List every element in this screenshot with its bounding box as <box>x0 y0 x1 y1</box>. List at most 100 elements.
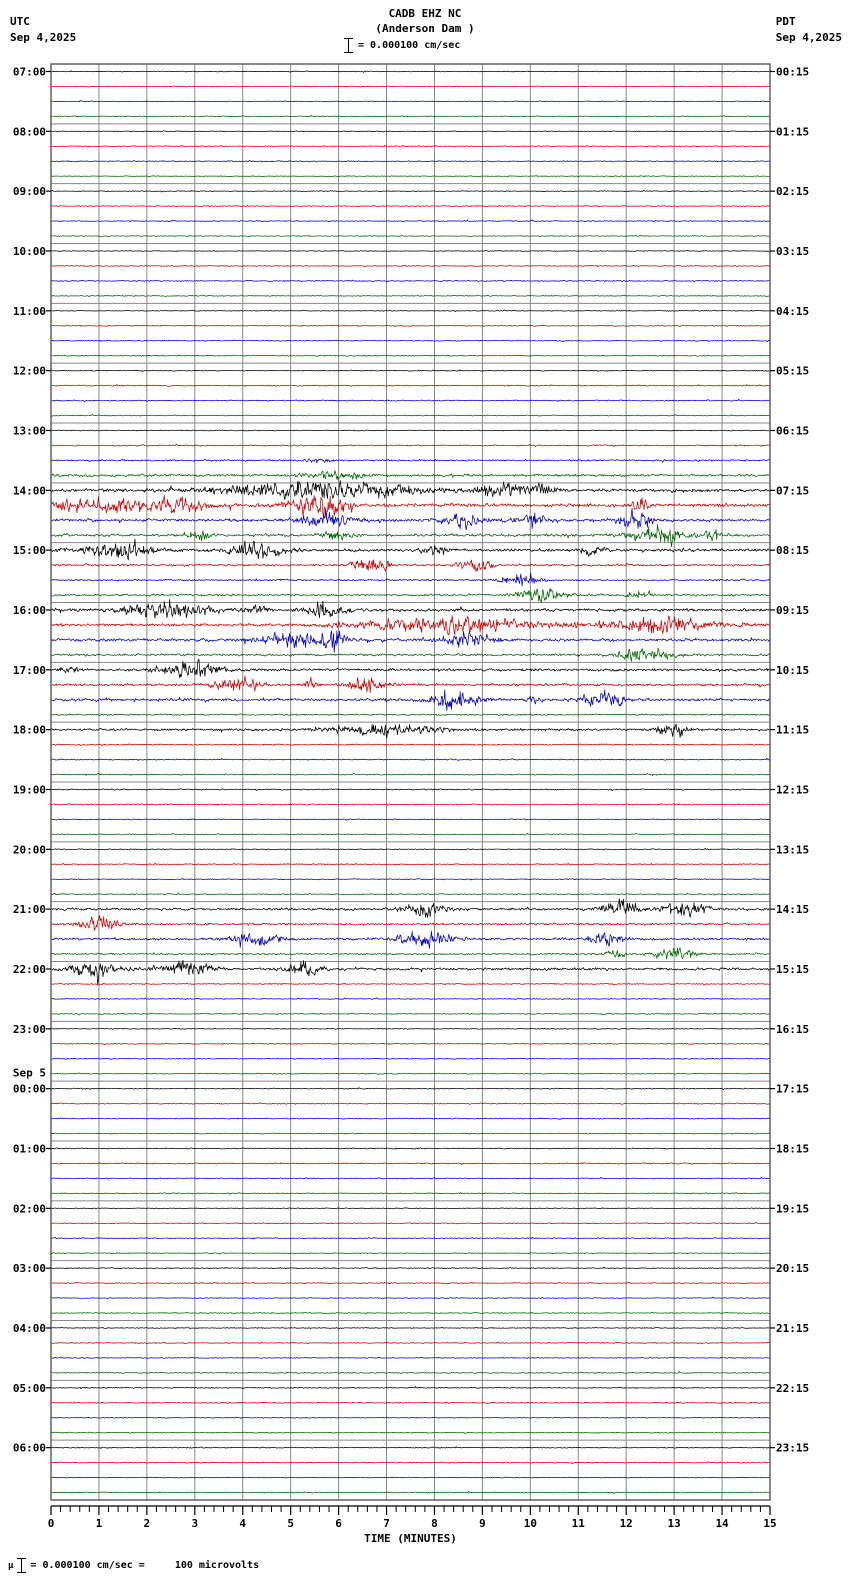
hour-label-utc: 23:00 <box>13 1023 46 1036</box>
seismic-trace <box>50 1132 771 1135</box>
seismic-trace <box>50 294 771 297</box>
seismic-trace <box>50 713 771 716</box>
seismic-trace <box>50 599 771 619</box>
hour-label-utc: 05:00 <box>13 1382 46 1395</box>
seismic-trace <box>50 205 771 208</box>
hour-label-utc: 17:00 <box>13 664 46 677</box>
seismic-trace <box>50 847 771 851</box>
seismic-trace <box>50 675 771 694</box>
hour-label-pdt: 01:15 <box>776 125 809 138</box>
amplitude-scale-legend: = 0.000100 cm/sec <box>344 38 460 53</box>
hour-label-utc: 18:00 <box>13 724 46 737</box>
seismic-trace <box>50 1446 771 1449</box>
seismic-trace <box>50 234 771 237</box>
seismic-trace <box>50 898 771 918</box>
seismic-trace <box>50 100 771 103</box>
seismic-trace <box>50 1236 771 1240</box>
seismic-trace <box>50 480 771 501</box>
seismic-trace <box>50 818 771 821</box>
pdt-header: PDT Sep 4,2025 <box>776 14 842 46</box>
seismic-trace <box>50 398 771 403</box>
hour-label-utc: 12:00 <box>13 365 46 378</box>
seismic-trace <box>50 1027 771 1031</box>
hour-label-utc: 03:00 <box>13 1262 46 1275</box>
seismic-trace <box>50 458 771 464</box>
seismic-trace <box>50 1296 771 1299</box>
hour-label-pdt: 02:15 <box>776 185 809 198</box>
hour-label-pdt: 23:15 <box>776 1442 809 1455</box>
seismic-trace <box>50 1431 771 1434</box>
seismic-trace <box>50 429 771 432</box>
hour-label-pdt: 00:15 <box>776 65 809 78</box>
seismic-trace <box>50 1416 771 1419</box>
seismic-trace <box>50 997 771 1001</box>
seismic-trace <box>50 354 771 357</box>
seismic-trace <box>50 114 771 118</box>
hour-label-utc: 09:00 <box>13 185 46 198</box>
hour-label-pdt: 08:15 <box>776 544 809 557</box>
seismic-trace <box>50 1476 771 1479</box>
hour-label-utc: 22:00 <box>13 963 46 976</box>
seismic-trace <box>50 175 771 178</box>
seismic-trace <box>50 309 771 313</box>
x-axis-tick-label: 10 <box>524 1517 537 1530</box>
micro-symbol: μ <box>8 1560 14 1571</box>
seismic-trace <box>50 757 771 761</box>
x-axis-tick-label: 2 <box>144 1517 151 1530</box>
seismic-trace <box>50 1162 771 1165</box>
station-header: CADB EHZ NC (Anderson Dam ) <box>0 6 850 36</box>
hour-label-pdt: 16:15 <box>776 1023 809 1036</box>
seismic-trace <box>50 1401 771 1405</box>
seismic-trace <box>50 414 771 417</box>
seismic-trace <box>50 647 771 662</box>
seismic-trace <box>50 70 771 73</box>
seismic-trace <box>50 892 771 896</box>
seismic-trace <box>50 1311 771 1315</box>
hour-label-pdt: 05:15 <box>776 365 809 378</box>
utc-label: UTC <box>10 15 30 28</box>
seismic-trace <box>50 930 771 949</box>
hour-label-pdt: 19:15 <box>776 1202 809 1215</box>
seismic-trace <box>50 1191 771 1195</box>
hour-label-utc: 13:00 <box>13 424 46 437</box>
footer-scale-left: = 0.000100 cm/sec = <box>30 1560 145 1571</box>
hour-label-utc: 07:00 <box>13 65 46 78</box>
seismic-trace <box>50 723 771 739</box>
seismic-trace <box>50 1102 771 1105</box>
hour-label-pdt: 20:15 <box>776 1262 809 1275</box>
seismic-trace <box>50 369 771 372</box>
seismic-trace <box>50 862 771 866</box>
seismic-trace <box>50 1341 771 1345</box>
hour-label-utc: 14:00 <box>13 484 46 497</box>
x-axis-tick-label: 11 <box>572 1517 586 1530</box>
hour-label-utc: 21:00 <box>13 903 46 916</box>
hour-label-pdt: 13:15 <box>776 843 809 856</box>
hour-label-utc: 19:00 <box>13 783 46 796</box>
hour-label-pdt: 09:15 <box>776 604 809 617</box>
seismic-trace <box>50 1490 771 1495</box>
seismic-trace <box>50 189 771 193</box>
seismic-trace <box>50 1012 771 1016</box>
seismic-trace <box>50 219 771 223</box>
seismic-trace <box>50 1326 771 1329</box>
x-axis-tick-label: 1 <box>96 1517 103 1530</box>
seismic-trace <box>50 1266 771 1270</box>
hour-label-utc: 11:00 <box>13 305 46 318</box>
hour-label-pdt: 17:15 <box>776 1083 809 1096</box>
x-axis-tick-label: 4 <box>239 1517 246 1530</box>
scale-bar-icon <box>17 1558 27 1573</box>
seismic-trace <box>51 982 771 986</box>
pdt-date: Sep 4,2025 <box>775 31 842 44</box>
scale-legend-text: = 0.000100 cm/sec <box>358 40 461 51</box>
seismic-trace <box>50 1222 771 1225</box>
seismic-trace <box>50 689 771 711</box>
seismic-trace <box>50 1042 771 1046</box>
y-axis-right-labels: 00:15 01:15 02:15 03:15 04:15 05:15 06:15 07:15… <box>770 65 809 1455</box>
station-code: CADB EHZ NC <box>388 7 462 20</box>
seismic-trace <box>50 495 771 520</box>
seismic-trace <box>50 1057 770 1060</box>
seismic-trace <box>50 1356 771 1359</box>
